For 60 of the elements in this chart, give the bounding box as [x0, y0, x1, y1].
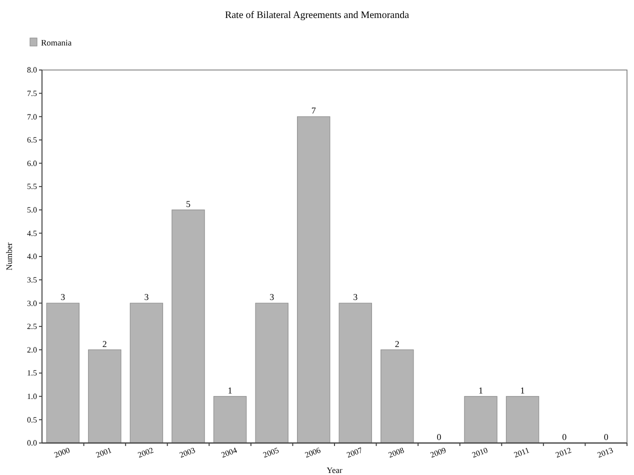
- bar: [338, 302, 372, 444]
- chart-title: Rate of Bilateral Agreements and Memoranda: [224, 10, 410, 21]
- x-tick-label: 2004: [220, 446, 238, 460]
- bar: [506, 396, 540, 444]
- x-tick-label: 2006: [304, 446, 322, 460]
- bar: [88, 349, 122, 444]
- data-label: 3: [60, 292, 66, 302]
- bar: [172, 210, 205, 444]
- x-tick-label: 2002: [136, 446, 155, 460]
- bar: [46, 302, 80, 444]
- y-tick-label: 3.5: [27, 275, 37, 284]
- x-tick-label: 2013: [596, 446, 614, 460]
- data-label: 1: [478, 385, 483, 396]
- bar: [213, 396, 247, 444]
- y-tick-label: 2.5: [27, 322, 37, 332]
- y-tick-label: 7.5: [27, 88, 37, 98]
- data-label: 7: [311, 106, 316, 116]
- y-tick-label: 4.0: [27, 252, 37, 262]
- bar: [297, 116, 330, 444]
- data-label: 2: [394, 338, 400, 349]
- x-tick-label: 2009: [429, 446, 448, 460]
- legend-label: Romania: [41, 38, 72, 48]
- x-tick-label: 2010: [470, 446, 489, 460]
- x-tick-label: 2008: [387, 446, 406, 460]
- x-tick-label: 2003: [178, 446, 196, 460]
- bar: [380, 349, 414, 444]
- y-axis-title: Number: [4, 242, 14, 270]
- data-label: 3: [144, 292, 150, 302]
- data-label: 0: [604, 432, 609, 442]
- data-label: 0: [436, 432, 442, 442]
- data-label: 3: [353, 292, 358, 302]
- data-label: 1: [228, 385, 232, 396]
- bar: [464, 396, 498, 444]
- y-tick-label: 5.0: [27, 206, 37, 215]
- y-tick-label: 8.0: [27, 66, 37, 75]
- data-label: 1: [520, 385, 525, 396]
- x-tick-label: 2011: [512, 446, 531, 460]
- y-tick-label: 6.0: [27, 158, 37, 168]
- y-tick-label: 3.0: [27, 298, 37, 308]
- data-label: 0: [562, 432, 568, 442]
- x-tick-label: 2005: [262, 446, 280, 460]
- y-tick-label: 0.5: [27, 415, 37, 424]
- x-axis-title: Year: [326, 465, 342, 475]
- y-tick-label: 0.0: [27, 438, 37, 448]
- y-tick-label: 1.5: [27, 368, 37, 378]
- x-tick-label: 2007: [345, 446, 364, 460]
- bar: [255, 302, 288, 444]
- x-tick-label: 2000: [52, 446, 72, 460]
- data-label: 2: [102, 338, 107, 349]
- y-tick-label: 1.0: [27, 392, 37, 402]
- x-tick-label: 2001: [94, 446, 113, 460]
- y-tick-label: 2.0: [27, 345, 37, 354]
- x-tick-label: 2012: [554, 446, 573, 460]
- bar: [130, 302, 164, 444]
- y-tick-label: 5.5: [27, 182, 37, 192]
- data-label: 5: [186, 198, 191, 209]
- y-tick-label: 4.5: [27, 228, 37, 238]
- y-tick-label: 7.0: [27, 112, 37, 122]
- data-label: 3: [270, 292, 275, 302]
- y-tick-label: 6.5: [27, 136, 37, 145]
